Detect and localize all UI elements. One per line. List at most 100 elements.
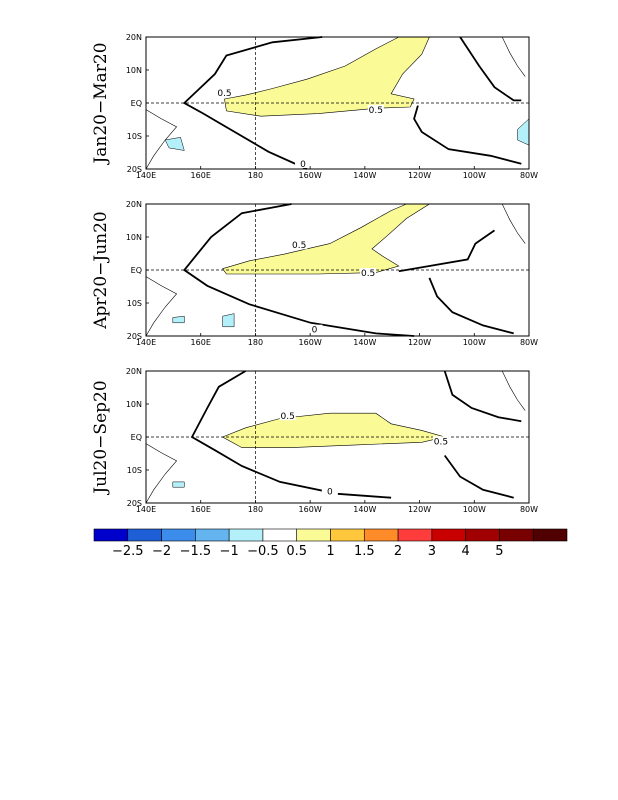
y-tick-label: EQ [131, 433, 142, 442]
coastline [501, 36, 526, 77]
colorbar-label: −1.5 [180, 544, 212, 559]
x-tick-label: 140W [353, 338, 376, 347]
contour-zero [398, 229, 496, 273]
anomaly-cool-region [222, 313, 235, 328]
x-tick-label: 160E [191, 171, 211, 180]
x-tick-label: 120W [408, 505, 431, 514]
contour-label-bg [216, 87, 233, 97]
contour-label-bg [321, 486, 338, 496]
colorbar-swatch [465, 528, 500, 542]
y-tick-label: 10S [127, 299, 142, 308]
x-tick-label: 100W [463, 171, 486, 180]
contour-label-bg [360, 267, 377, 277]
x-tick-label: 100W [463, 505, 486, 514]
colorbar-label: 5 [495, 544, 503, 559]
contour-label-bg [279, 411, 296, 421]
y-tick-label: 20N [126, 367, 142, 376]
colorbar-swatch [296, 528, 331, 542]
colorbar-label: 0.5 [286, 544, 307, 559]
contour-zero [459, 36, 522, 102]
contour-label: 0.5 [369, 106, 383, 116]
colorbar-swatch [431, 528, 466, 542]
y-tick-label: 10S [127, 466, 142, 475]
coastline [145, 276, 178, 337]
contour-label: 0.5 [281, 412, 295, 422]
colorbar-label: 1.5 [354, 544, 375, 559]
contour-label: 0.5 [361, 269, 375, 279]
x-tick-label: 180 [248, 338, 263, 347]
anomaly-warm-region [224, 36, 430, 117]
contour-label-bg [291, 240, 308, 250]
colorbar-swatch [363, 528, 399, 542]
colorbar-label: 2 [394, 544, 402, 559]
anomaly-warm-region [222, 203, 431, 275]
x-tick-label: 140E [136, 505, 156, 514]
x-tick-label: 160E [191, 338, 211, 347]
x-tick-label: 80W [520, 171, 538, 180]
colorbar-label: −2 [152, 544, 171, 559]
colorbar-swatch [397, 528, 433, 542]
anomaly-cool-region [517, 118, 530, 146]
contour-label: 0.5 [434, 437, 448, 447]
contour-label: 0 [312, 326, 318, 336]
row-label: Apr20−Jun20 [91, 211, 111, 330]
x-tick-label: 180 [248, 171, 263, 180]
coastline [145, 443, 178, 504]
panel-3: 0.5 0.5 0 140E 160E 180 160W 140W 120W 100W 80W 20N… [91, 367, 538, 514]
colorbar-swatch [330, 528, 365, 542]
panel-1: 0.5 0.5 0 140E 160E 180 160W 140W 120W 100W 80W 20N… [91, 33, 538, 180]
x-tick-label: 140E [136, 338, 156, 347]
y-tick-label: 20N [126, 33, 142, 42]
colorbar-label: 1 [326, 544, 334, 559]
row-label: Jan20−Mar20 [91, 42, 111, 165]
anomaly-cool-region [164, 137, 185, 151]
colorbar-swatch [532, 528, 568, 542]
y-tick-label: 10N [126, 66, 142, 75]
coastline [145, 109, 178, 170]
y-tick-label: 10N [126, 233, 142, 242]
contour-label-bg [306, 324, 323, 334]
colorbar-label: −0.5 [247, 544, 279, 559]
contour-zero [182, 36, 323, 170]
x-tick-label: 160W [299, 171, 322, 180]
contour-zero [182, 203, 415, 337]
x-tick-label: 140E [136, 171, 156, 180]
y-tick-label: 20S [127, 499, 142, 508]
contour-zero [428, 277, 514, 335]
x-tick-label: 140W [353, 171, 376, 180]
anomaly-cool-region [172, 481, 185, 488]
y-tick-label: 20S [127, 165, 142, 174]
x-tick-label: 140W [353, 505, 376, 514]
x-tick-label: 160W [299, 505, 322, 514]
x-tick-label: 100W [463, 338, 486, 347]
x-tick-label: 160W [299, 338, 322, 347]
colorbar-swatch [127, 528, 162, 542]
colorbar-swatch [262, 528, 298, 542]
colorbar: −2.5 −2 −1.5 −1 −0.5 0.5 1 1.5 2 3 4 5 [93, 528, 568, 559]
contour-zero [443, 370, 522, 423]
colorbar-label: −2.5 [112, 544, 144, 559]
contour-label: 0 [327, 487, 333, 497]
colorbar-swatch [93, 528, 129, 542]
panel-2: 0.5 0.5 0 140E 160E 180 160W 140W 120W 100W 80W 20N… [91, 200, 538, 347]
x-tick-label: 120W [408, 338, 431, 347]
x-tick-label: 80W [520, 505, 538, 514]
row-label: Jul20−Sep20 [91, 380, 111, 495]
colorbar-label: 3 [428, 544, 436, 559]
coastline [501, 370, 526, 411]
colorbar-swatch [195, 528, 230, 542]
contour-label-bg [295, 159, 312, 169]
coastline [501, 203, 526, 244]
y-tick-label: 20S [127, 332, 142, 341]
contour-label-bg [432, 436, 449, 446]
y-tick-label: EQ [131, 99, 142, 108]
anomaly-warm-region [221, 412, 446, 448]
y-tick-label: 10N [126, 400, 142, 409]
y-tick-label: 10S [127, 132, 142, 141]
x-tick-label: 120W [408, 171, 431, 180]
x-tick-label: 180 [248, 505, 263, 514]
colorbar-label: −1 [220, 544, 239, 559]
contour-zero [413, 105, 522, 165]
contour-label: 0.5 [292, 241, 306, 251]
